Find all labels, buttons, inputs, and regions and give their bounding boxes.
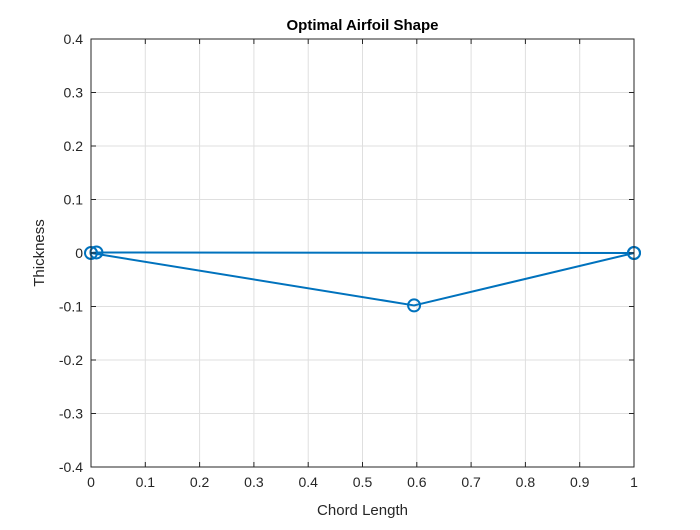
tick-marks (90, 38, 635, 468)
y-axis-label: Thickness (31, 219, 48, 287)
y-tick-label: -0.1 (59, 299, 83, 315)
y-tick-label: 0.2 (64, 138, 84, 154)
grid-lines (91, 39, 634, 467)
data-point-marker (89, 245, 104, 260)
x-tick-label: 0 (87, 474, 95, 490)
y-tick-label: 0 (75, 245, 83, 261)
x-tick-labels: 0 0.1 0.2 0.3 0.4 0.5 0.6 0.7 0.8 0.9 1 (87, 474, 638, 490)
x-tick-label: 0.7 (461, 474, 481, 490)
x-tick-label: 0.3 (244, 474, 264, 490)
x-axis-label: Chord Length (317, 502, 408, 519)
y-tick-label: -0.4 (59, 459, 83, 475)
x-tick-label: 1 (630, 474, 638, 490)
x-tick-label: 0.4 (298, 474, 318, 490)
x-tick-label: 0.9 (570, 474, 590, 490)
y-tick-label: -0.2 (59, 352, 83, 368)
chart-title: Optimal Airfoil Shape (287, 17, 439, 34)
x-tick-label: 0.6 (407, 474, 427, 490)
y-tick-label: 0.4 (64, 31, 84, 47)
x-tick-label: 0.1 (136, 474, 156, 490)
x-tick-label: 0.2 (190, 474, 210, 490)
y-tick-label: 0.3 (64, 85, 84, 101)
data-point-marker (407, 298, 422, 313)
y-tick-labels: -0.4 -0.3 -0.2 -0.1 0 0.1 0.2 0.3 0.4 (59, 31, 83, 475)
y-tick-label: -0.3 (59, 406, 83, 422)
x-tick-label: 0.8 (516, 474, 536, 490)
x-tick-label: 0.5 (353, 474, 373, 490)
y-tick-label: 0.1 (64, 192, 84, 208)
